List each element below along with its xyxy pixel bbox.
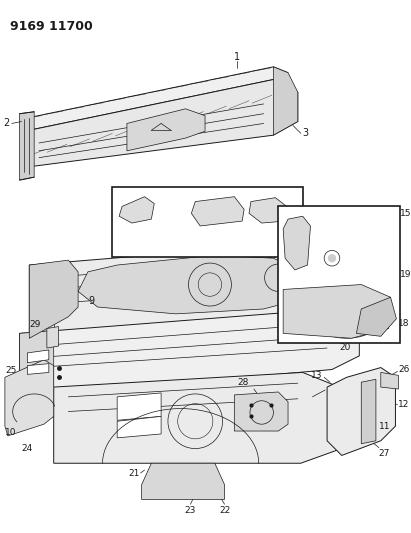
Circle shape bbox=[328, 254, 336, 262]
Text: 11: 11 bbox=[379, 422, 390, 431]
Polygon shape bbox=[47, 327, 59, 348]
Polygon shape bbox=[356, 297, 397, 336]
Text: 21: 21 bbox=[128, 469, 140, 478]
Polygon shape bbox=[127, 109, 205, 151]
Polygon shape bbox=[20, 330, 54, 397]
Text: 9169 11700: 9169 11700 bbox=[10, 20, 92, 33]
Text: 23: 23 bbox=[185, 506, 196, 515]
Polygon shape bbox=[283, 285, 390, 338]
Text: 8: 8 bbox=[340, 299, 346, 309]
Bar bbox=[112, 187, 302, 257]
Polygon shape bbox=[192, 197, 244, 226]
Polygon shape bbox=[119, 197, 154, 223]
Polygon shape bbox=[28, 350, 49, 362]
Polygon shape bbox=[5, 360, 54, 436]
Text: 19: 19 bbox=[400, 270, 411, 279]
Polygon shape bbox=[29, 260, 78, 338]
Text: 24: 24 bbox=[22, 443, 33, 453]
Polygon shape bbox=[312, 252, 361, 304]
Polygon shape bbox=[117, 393, 161, 421]
Polygon shape bbox=[20, 309, 359, 397]
Text: 22: 22 bbox=[219, 506, 230, 515]
Text: 9: 9 bbox=[88, 296, 94, 306]
Text: 20: 20 bbox=[340, 343, 351, 352]
Text: 12: 12 bbox=[398, 400, 410, 409]
Text: 1: 1 bbox=[234, 52, 240, 62]
Polygon shape bbox=[273, 67, 298, 135]
Text: 29: 29 bbox=[30, 320, 41, 329]
Text: 18: 18 bbox=[398, 319, 410, 328]
Polygon shape bbox=[381, 373, 398, 389]
Text: 4: 4 bbox=[146, 194, 152, 203]
Polygon shape bbox=[361, 379, 376, 443]
Polygon shape bbox=[28, 364, 49, 374]
Text: 27: 27 bbox=[379, 449, 390, 458]
Polygon shape bbox=[29, 240, 351, 338]
Text: 13: 13 bbox=[311, 371, 322, 380]
Polygon shape bbox=[24, 67, 288, 131]
Text: 16: 16 bbox=[267, 236, 278, 245]
Text: 5: 5 bbox=[212, 194, 218, 203]
Polygon shape bbox=[327, 368, 395, 455]
Text: 7: 7 bbox=[337, 240, 343, 251]
Text: 15: 15 bbox=[400, 209, 411, 218]
Polygon shape bbox=[249, 198, 288, 223]
Polygon shape bbox=[20, 112, 34, 180]
Bar bbox=[278, 206, 400, 343]
Text: 25: 25 bbox=[5, 366, 16, 375]
Text: 3: 3 bbox=[302, 128, 309, 138]
Text: 6: 6 bbox=[278, 194, 284, 203]
Text: 14: 14 bbox=[327, 385, 339, 394]
Text: 26: 26 bbox=[398, 365, 410, 374]
Polygon shape bbox=[78, 255, 302, 314]
Polygon shape bbox=[283, 216, 310, 270]
Polygon shape bbox=[234, 392, 288, 431]
Text: 17: 17 bbox=[267, 251, 278, 260]
Text: 28: 28 bbox=[237, 378, 249, 387]
Polygon shape bbox=[117, 416, 161, 438]
Polygon shape bbox=[54, 373, 351, 463]
Polygon shape bbox=[24, 79, 298, 167]
Polygon shape bbox=[141, 463, 224, 499]
Text: 10: 10 bbox=[5, 428, 16, 437]
Text: 2: 2 bbox=[4, 118, 10, 128]
